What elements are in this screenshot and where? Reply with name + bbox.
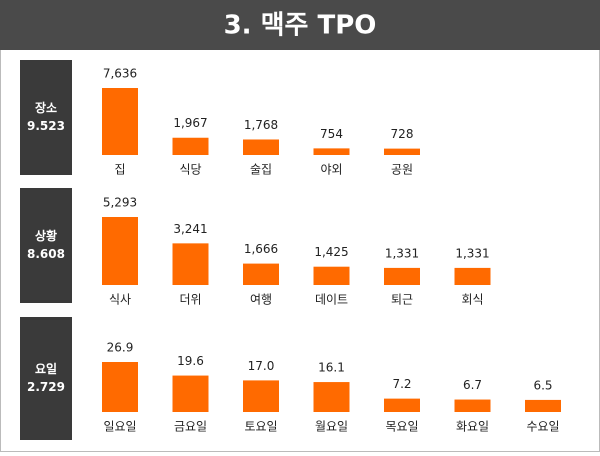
bar <box>102 88 138 155</box>
bar <box>243 139 279 155</box>
value-label: 6.7 <box>463 378 482 392</box>
bar <box>243 380 279 412</box>
category-label: 식당 <box>179 163 201 177</box>
value-label: 17.0 <box>248 359 275 373</box>
value-label: 1,666 <box>244 242 278 256</box>
category-label: 토요일 <box>244 420 277 434</box>
category-label: 식사 <box>109 293 131 307</box>
value-label: 1,425 <box>314 245 348 259</box>
value-label: 1,331 <box>385 246 419 260</box>
group-label-box <box>20 188 72 303</box>
bar <box>172 137 209 155</box>
group-label-box <box>20 60 72 175</box>
bar <box>102 217 138 285</box>
category-label: 공원 <box>391 163 413 177</box>
value-label: 1,967 <box>173 116 207 130</box>
value-label: 754 <box>320 127 343 141</box>
category-label: 금요일 <box>174 420 207 434</box>
group-title: 상황 <box>35 228 57 243</box>
value-label: 1,331 <box>455 246 489 260</box>
value-label: 7.2 <box>392 377 411 391</box>
category-label: 목요일 <box>385 420 418 434</box>
bar <box>172 375 209 412</box>
group-subtitle: 8.608 <box>27 247 65 261</box>
value-label: 1,768 <box>244 118 278 132</box>
category-label: 화요일 <box>456 420 489 434</box>
bar <box>384 267 420 285</box>
category-label: 더위 <box>179 293 201 307</box>
category-label: 데이트 <box>315 293 348 307</box>
category-label: 여행 <box>250 292 272 307</box>
bar <box>243 263 279 285</box>
bar <box>454 267 491 285</box>
value-label: 5,293 <box>103 196 137 210</box>
category-label: 집 <box>114 163 125 177</box>
header-band <box>0 0 600 50</box>
category-label: 월요일 <box>315 420 348 434</box>
value-label: 26.9 <box>107 341 134 355</box>
category-label: 술집 <box>250 163 272 177</box>
value-label: 728 <box>391 127 414 141</box>
bar <box>384 398 420 412</box>
value-label: 16.1 <box>318 361 345 375</box>
group-subtitle: 2.729 <box>27 380 65 394</box>
category-label: 야외 <box>320 163 342 177</box>
bar <box>454 399 491 412</box>
bar <box>172 243 209 285</box>
group-label-box <box>20 317 72 440</box>
value-label: 7,636 <box>103 67 137 81</box>
category-label: 회식 <box>461 293 483 307</box>
bar <box>313 382 350 412</box>
bar <box>525 399 561 412</box>
value-label: 19.6 <box>177 354 204 368</box>
value-label: 3,241 <box>173 222 207 236</box>
bar <box>102 362 138 412</box>
page-title: 3. 맥주 TPO <box>224 11 377 41</box>
value-label: 6.5 <box>533 378 552 392</box>
bar <box>313 148 350 155</box>
bar <box>384 148 420 155</box>
group-title: 요일 <box>35 362 57 376</box>
category-label: 수요일 <box>526 420 559 434</box>
category-label: 일요일 <box>103 420 136 434</box>
bar <box>313 266 350 285</box>
group-subtitle: 9.523 <box>27 119 65 133</box>
category-label: 퇴근 <box>391 293 413 307</box>
group-title: 장소 <box>35 101 57 115</box>
